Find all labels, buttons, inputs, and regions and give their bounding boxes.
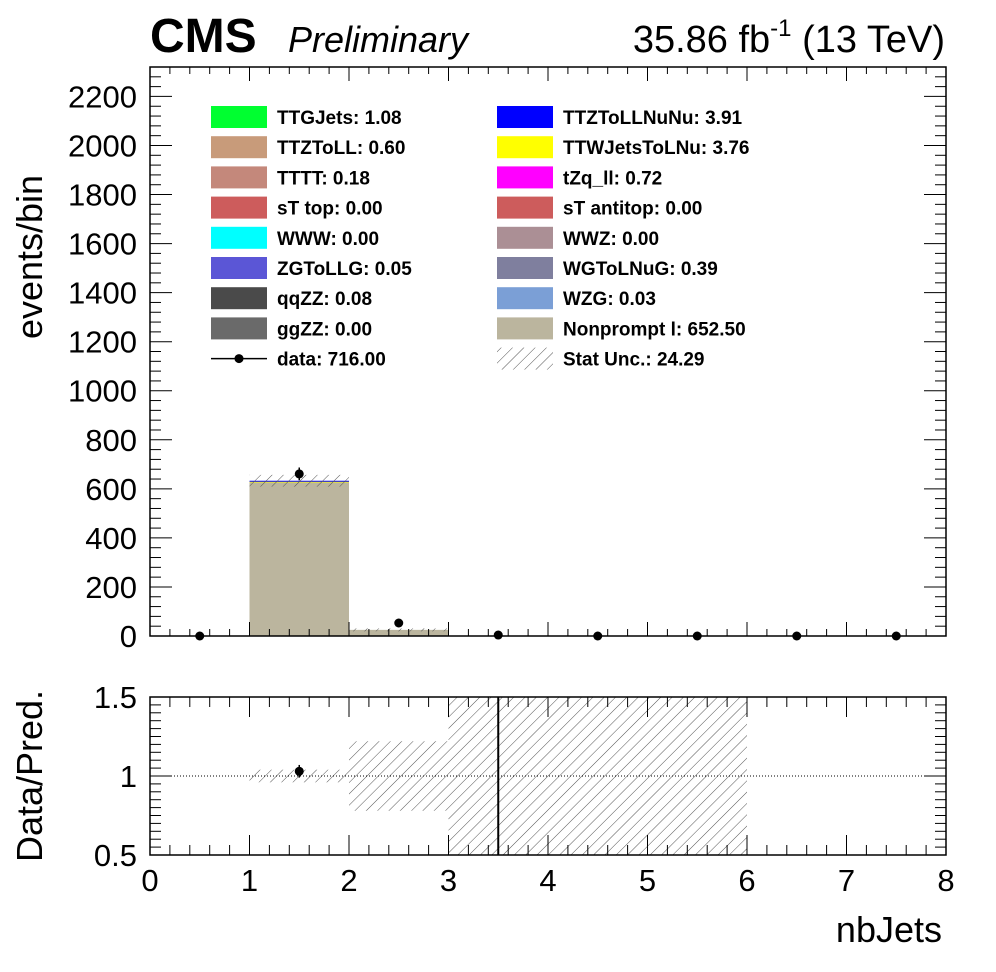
stat-unc-segment [349, 628, 449, 632]
legend-label: WGToLNuG: 0.39 [563, 259, 718, 280]
legend-label: WZG: 0.03 [563, 289, 656, 310]
y-tick-label: 600 [85, 472, 137, 507]
legend-swatch [211, 136, 267, 159]
y-tick-label: 800 [85, 423, 137, 458]
lumi-label: 35.86 fb-1 (13 TeV) [633, 15, 945, 61]
legend: TTGJets: 1.08 TTZToLLNuNu: 3.91 TTZToLL: 0… [211, 106, 750, 371]
main-y-axis-title: events/bin [9, 175, 50, 339]
x-tick-label: 1 [241, 863, 258, 898]
legend-swatch [211, 226, 267, 249]
y-tick-label: 2000 [68, 128, 137, 163]
legend-label: Stat Unc.: 24.29 [563, 350, 705, 371]
x-tick-label: 4 [539, 863, 556, 898]
ratio-y-axis-title: Data/Pred. [9, 690, 50, 862]
legend-swatch [497, 106, 553, 128]
legend-swatch [211, 287, 267, 310]
stack-bar-segment [349, 629, 449, 636]
legend-swatch [211, 196, 267, 219]
stack-bar-segment [249, 481, 349, 636]
x-tick-label: 3 [440, 863, 457, 898]
legend-label: sT antitop: 0.00 [563, 199, 702, 220]
ratio-points [294, 697, 500, 855]
legend-swatch [211, 317, 267, 340]
lumi-energy: (13 TeV) [792, 19, 945, 61]
ratio-y-tick-label: 1 [120, 759, 137, 794]
legend-swatch [497, 317, 553, 340]
legend-swatch [211, 106, 267, 128]
y-tick-label: 400 [85, 521, 137, 556]
data-point [294, 469, 304, 479]
legend-label: ZGToLLG: 0.05 [277, 259, 412, 280]
legend-label: TTZToLL: 0.60 [277, 138, 405, 159]
ratio-point [294, 766, 304, 776]
lumi-exponent: -1 [770, 15, 791, 42]
legend-swatch [497, 196, 553, 219]
data-point [394, 618, 404, 628]
stat-unc-segment [249, 474, 349, 487]
lumi-main: 35.86 fb [633, 19, 770, 61]
legend-data-marker [234, 354, 244, 364]
ratio-panel: 0.5 1 1.5 0 1 2 3 4 5 6 7 8 Data/Pred. nbJets [9, 680, 955, 950]
y-tick-label: 1200 [68, 325, 137, 360]
y-tick-label: 0 [120, 619, 137, 654]
legend-swatch [497, 166, 553, 189]
legend-label: WWW: 0.00 [277, 229, 379, 250]
legend-hatch-swatch [497, 347, 553, 370]
legend-label: TTZToLLNuNu: 3.91 [563, 108, 743, 129]
legend-label: Nonprompt l: 652.50 [563, 319, 746, 340]
legend-label: data: 716.00 [277, 350, 386, 371]
main-x-axis [149, 67, 947, 636]
x-tick-label: 0 [141, 863, 158, 898]
ratio-y-tick-label: 0.5 [94, 838, 137, 873]
legend-label: sT top: 0.00 [277, 199, 383, 220]
data-point [493, 630, 503, 640]
x-tick-label: 6 [738, 863, 755, 898]
legend-swatch [211, 257, 267, 279]
ratio-x-axis: 0 1 2 3 4 5 6 7 8 [141, 697, 955, 898]
legend-swatch [211, 166, 267, 189]
x-tick-label: 7 [838, 863, 855, 898]
y-tick-label: 1600 [68, 227, 137, 262]
x-tick-label: 8 [937, 863, 954, 898]
x-tick-label: 2 [340, 863, 357, 898]
y-tick-label: 2200 [68, 79, 137, 114]
legend-label: tZq_ll: 0.72 [563, 168, 662, 189]
y-tick-label: 1800 [68, 178, 137, 213]
ratio-y-axis: 0.5 1 1.5 [94, 680, 946, 873]
stacked-bars [249, 480, 449, 636]
legend-label: ggZZ: 0.00 [277, 319, 372, 340]
legend-label: qqZZ: 0.08 [277, 289, 372, 310]
y-tick-label: 1000 [68, 374, 137, 409]
legend-swatch [497, 136, 553, 159]
legend-label: WWZ: 0.00 [563, 229, 659, 250]
legend-swatch [497, 257, 553, 279]
y-tick-label: 1400 [68, 276, 137, 311]
main-panel: 0 200 400 600 800 1000 1200 1400 1600 1800 2000 220… [9, 66, 947, 654]
ratio-unc-segment [349, 741, 449, 811]
legend-label: TTTT: 0.18 [277, 168, 370, 189]
preliminary-label: Preliminary [288, 19, 470, 60]
legend-label: TTWJetsToLNu: 3.76 [563, 138, 750, 159]
y-tick-label: 200 [85, 570, 137, 605]
x-axis-title: nbJets [836, 909, 942, 950]
legend-label: TTGJets: 1.08 [277, 108, 402, 129]
legend-swatch [497, 226, 553, 249]
legend-swatch [497, 287, 553, 310]
x-tick-label: 5 [639, 863, 656, 898]
cms-label: CMS [150, 10, 257, 63]
main-y-axis: 0 200 400 600 800 1000 1200 1400 1600 1800 2000 220… [68, 76, 946, 654]
stat-unc-band [249, 474, 449, 632]
ratio-y-tick-label: 1.5 [94, 680, 137, 715]
